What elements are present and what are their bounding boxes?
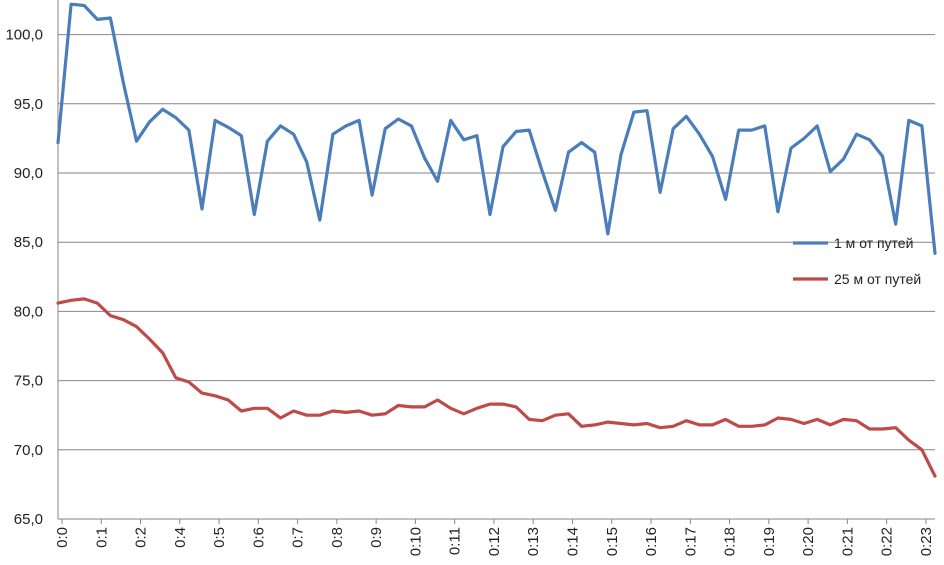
y-tick-label: 100,0 (5, 27, 43, 44)
y-tick-label: 90,0 (14, 165, 43, 182)
x-tick-label: 0:12 (486, 527, 503, 556)
legend-label: 25 м от путей (834, 271, 921, 287)
legend: 1 м от путей 25 м от путей (793, 235, 921, 287)
x-axis: 0:0 0:1 0:2 0:4 0:5 0:6 0:7 0:8 0:9 0:10 0:11 0:12 0… (54, 518, 935, 556)
y-tick-label: 85,0 (14, 234, 43, 251)
x-tick-label: 0:23 (918, 527, 935, 556)
x-tick-label: 0:13 (525, 527, 542, 556)
y-tick-label: 95,0 (14, 96, 43, 113)
series-lines (56, 2, 937, 478)
x-tick-label: 0:18 (722, 527, 739, 556)
x-tick-label: 0:20 (800, 527, 817, 556)
x-tick-label: 0:8 (329, 527, 346, 548)
x-tick-label: 0:19 (761, 527, 778, 556)
x-tick-label: 0:22 (879, 527, 896, 556)
x-tick-label: 0:2 (133, 527, 150, 548)
x-tick-label: 0:11 (447, 527, 464, 555)
legend-label: 1 м от путей (834, 235, 913, 251)
x-tick-label: 0:5 (211, 527, 228, 548)
x-tick-label: 0:21 (839, 527, 856, 556)
x-tick-label: 0:1 (93, 527, 110, 548)
x-tick-label: 0:7 (290, 527, 307, 548)
y-tick-label: 80,0 (14, 303, 43, 320)
x-tick-label: 0:16 (643, 527, 660, 556)
y-tick-label: 75,0 (14, 373, 43, 390)
x-tick-label: 0:14 (564, 527, 581, 556)
y-axis: 65,0 70,0 75,0 80,0 85,0 90,0 95,0 100,0 (5, 0, 59, 528)
x-tick-label: 0:17 (682, 527, 699, 556)
x-tick-label: 0:4 (172, 527, 189, 548)
y-tick-label: 70,0 (14, 442, 43, 459)
series-line-2 (56, 297, 937, 478)
y-tick-label: 65,0 (14, 511, 43, 528)
x-tick-label: 0:0 (54, 527, 71, 548)
x-tick-label: 0:15 (604, 527, 621, 556)
x-tick-label: 0:10 (407, 527, 424, 556)
x-tick-label: 0:6 (250, 527, 267, 548)
series-line-1 (56, 2, 937, 255)
gridlines (58, 34, 935, 520)
x-tick-label: 0:9 (368, 527, 385, 548)
